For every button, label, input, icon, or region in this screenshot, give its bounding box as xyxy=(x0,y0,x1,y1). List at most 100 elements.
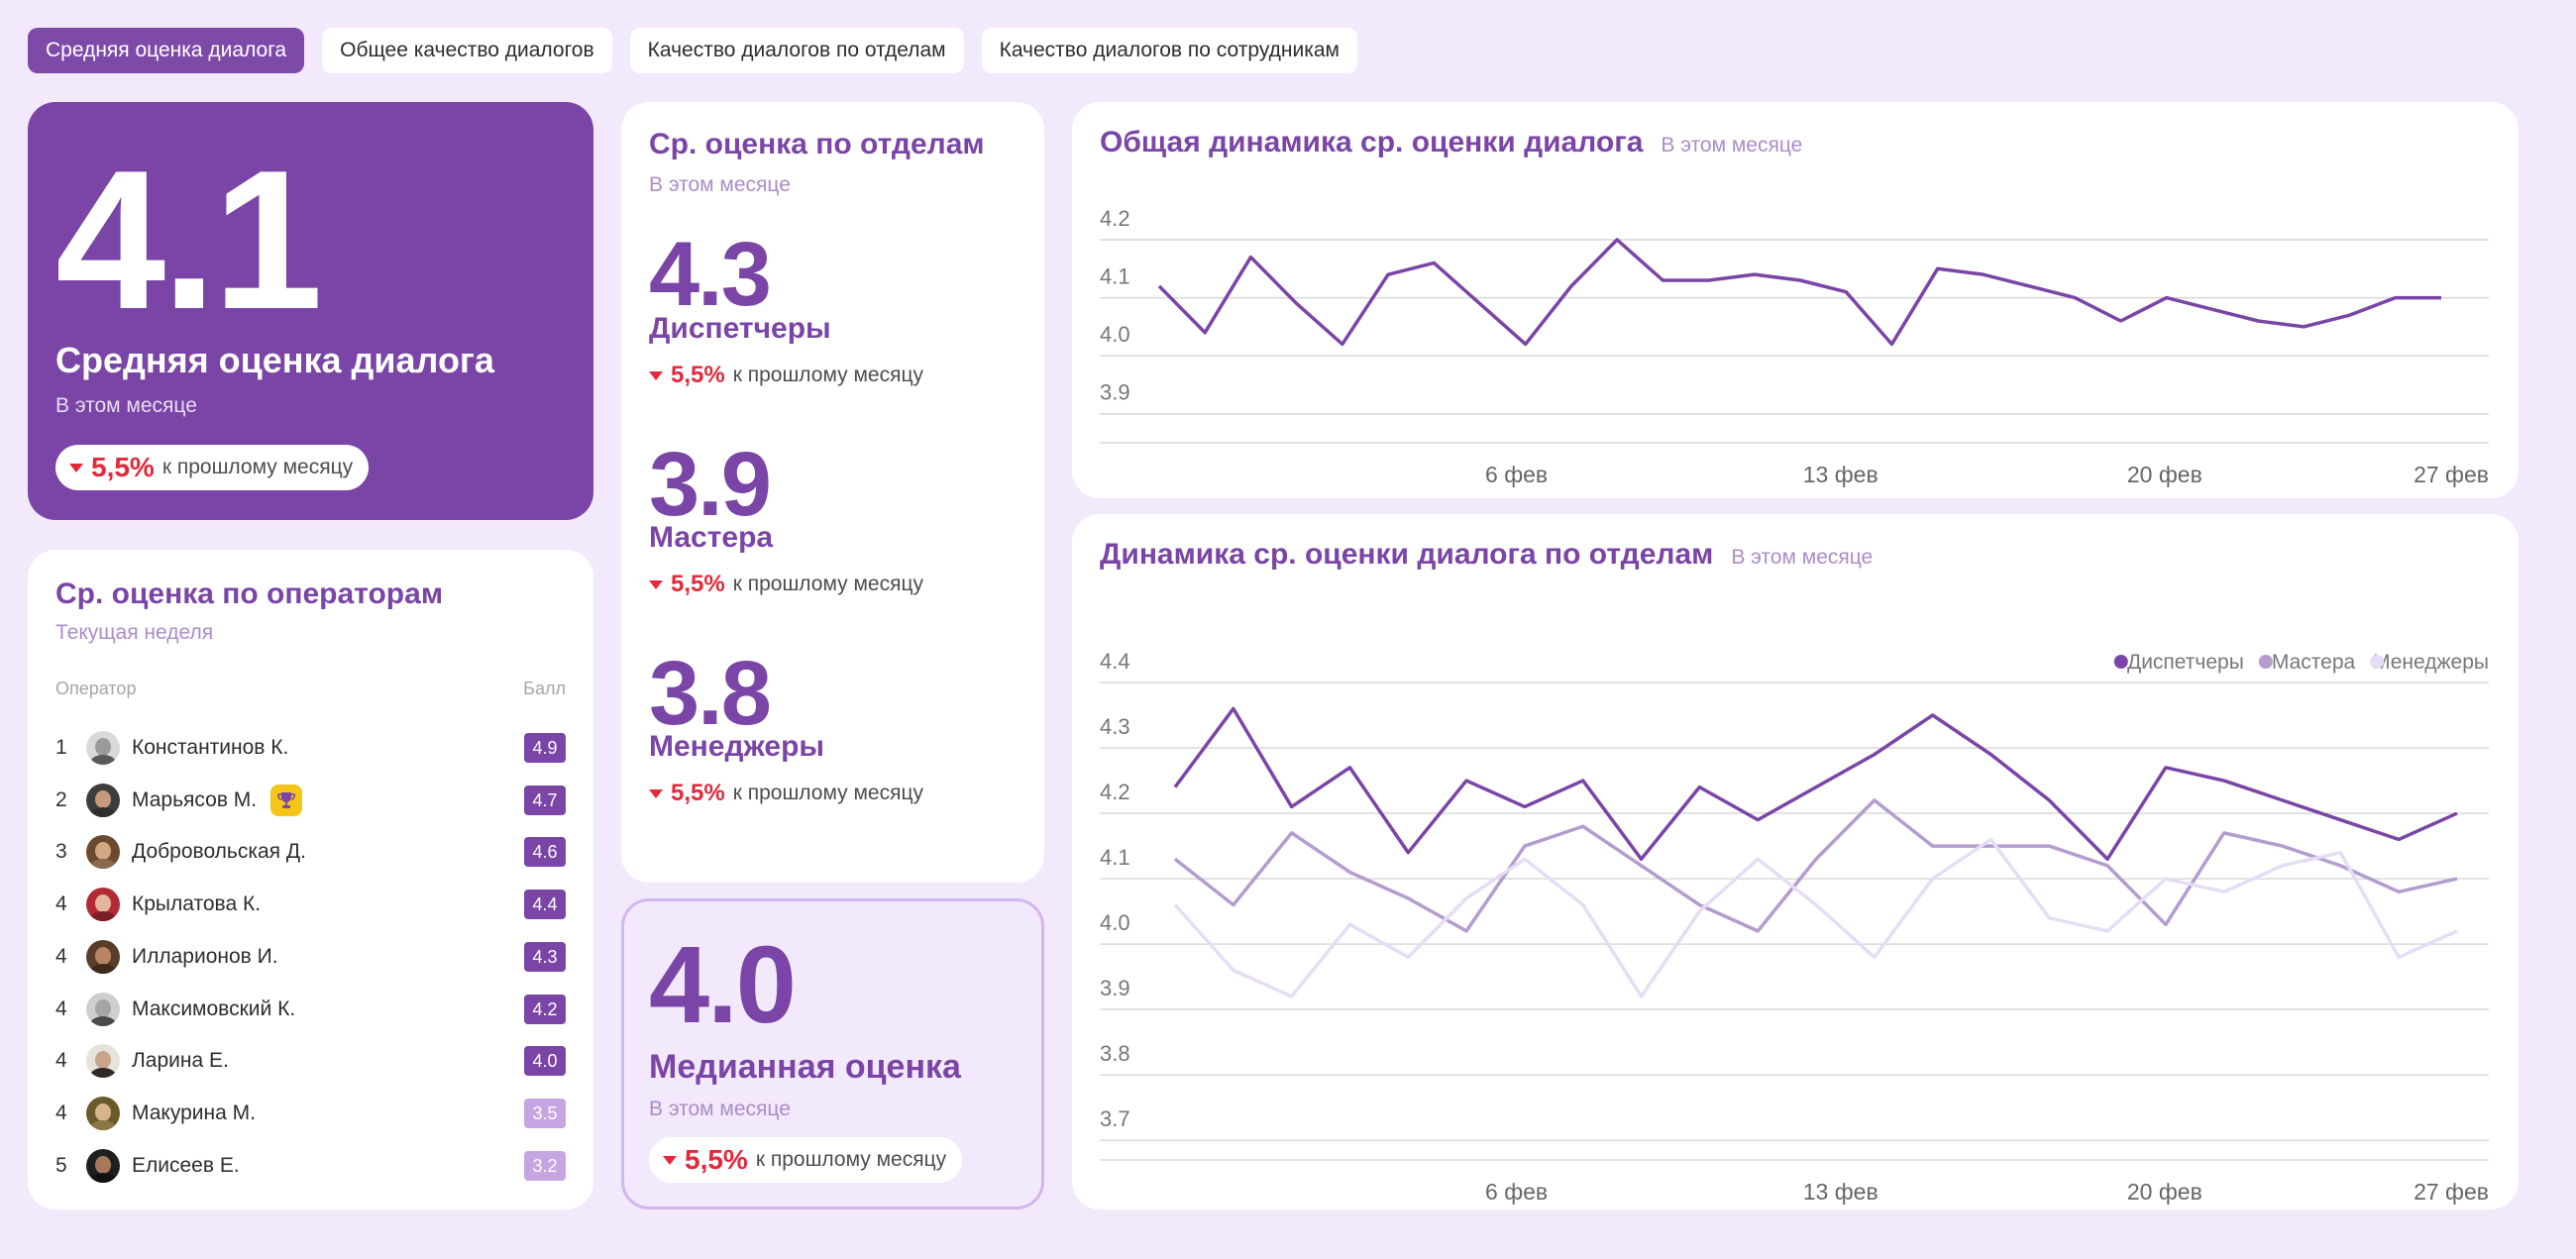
overall-dynamics-card: Общая динамика ср. оценки диалога В этом… xyxy=(1072,102,2519,498)
y-tick-label: 4.4 xyxy=(1100,649,1130,674)
y-tick-label: 4.0 xyxy=(1100,910,1130,935)
operator-rank: 5 xyxy=(55,1153,67,1177)
x-tick-label: 13 фев xyxy=(1803,1179,1878,1205)
dept-managers-value: 3.8 xyxy=(649,643,772,744)
median-change-pill: 5,5% к прошлому месяцу xyxy=(649,1137,963,1183)
operator-score: 4.2 xyxy=(524,994,566,1024)
operator-row[interactable]: 4 Макурина М. 3.5 xyxy=(55,1094,566,1133)
dept-managers-change: 5,5% к прошлому месяцу xyxy=(649,780,923,807)
median-score-period: В этом месяце xyxy=(649,1098,791,1120)
operator-column-header: Оператор xyxy=(55,679,137,698)
y-tick-label: 3.9 xyxy=(1100,976,1130,1000)
trophy-icon xyxy=(270,784,303,816)
department-dynamics-card: Динамика ср. оценки диалога по отделам В… xyxy=(1072,514,2519,1209)
operator-name: Крылатова К. xyxy=(132,892,262,916)
overall-dynamics-chart: 4.2 4.1 4.0 3.9 6 фев 13 фев 20 фев 27 фев xyxy=(1100,206,2489,487)
median-change-label: к прошлому месяцу xyxy=(755,1148,947,1171)
operator-name: Елисеев Е. xyxy=(132,1153,240,1177)
median-score-title: Медианная оценка xyxy=(649,1048,961,1086)
average-score-card: 4.1 Средняя оценка диалога В этом месяце… xyxy=(28,102,593,520)
operator-score: 4.3 xyxy=(524,941,566,972)
dept-masters-value: 3.9 xyxy=(649,434,772,535)
tab-quality-by-employee[interactable]: Качество диалогов по сотрудникам xyxy=(981,28,1357,73)
dept-dispatchers-value: 4.3 xyxy=(649,224,772,325)
tab-bar: Средняя оценка диалога Общее качество ди… xyxy=(28,28,1357,73)
y-tick-label: 3.8 xyxy=(1100,1041,1130,1066)
median-score-value: 4.0 xyxy=(649,924,797,1046)
tab-quality-by-department[interactable]: Качество диалогов по отделам xyxy=(629,28,964,73)
operator-score: 3.5 xyxy=(524,1098,566,1128)
x-tick-label: 13 фев xyxy=(1803,462,1878,487)
dept-masters-name: Мастера xyxy=(649,521,774,554)
tab-overall-quality[interactable]: Общее качество диалогов xyxy=(322,28,612,73)
avatar xyxy=(86,1148,120,1183)
avatar xyxy=(86,731,120,765)
y-tick-label: 4.0 xyxy=(1100,322,1130,347)
average-score-change-label: к прошлому месяцу xyxy=(161,456,354,478)
trend-down-icon xyxy=(649,370,663,380)
y-tick-label: 4.2 xyxy=(1100,206,1130,231)
overall-dynamics-period: В этом месяце xyxy=(1661,134,1803,157)
operator-name: Ларина Е. xyxy=(132,1049,229,1073)
overall-dynamics-title: Общая динамика ср. оценки диалога xyxy=(1100,126,1644,158)
series-line-masters xyxy=(1173,798,2458,933)
median-change: 5,5% xyxy=(685,1144,748,1175)
operator-name: Константинов К. xyxy=(132,736,289,759)
x-tick-label: 6 фев xyxy=(1485,462,1548,487)
operator-row[interactable]: 1 Константинов К. 4.9 xyxy=(55,728,566,768)
overall-dynamics-header: Общая динамика ср. оценки диалога В этом… xyxy=(1100,126,1802,159)
y-tick-label: 4.3 xyxy=(1100,714,1130,739)
avatar xyxy=(86,888,120,922)
operator-row[interactable]: 2 Марьясов М. 4.7 xyxy=(55,781,566,820)
dept-masters-change: 5,5% к прошлому месяцу xyxy=(649,571,923,598)
y-tick-label: 3.7 xyxy=(1100,1106,1130,1131)
series-line-dispatchers xyxy=(1173,706,2458,862)
operator-name: Добровольская Д. xyxy=(132,840,306,864)
dept-dispatchers-name: Диспетчеры xyxy=(649,312,831,345)
operator-rank: 1 xyxy=(55,736,67,759)
operator-row[interactable]: 4 Ларина Е. 4.0 xyxy=(55,1041,566,1081)
median-score-card: 4.0 Медианная оценка В этом месяце 5,5% … xyxy=(621,898,1044,1209)
dept-dispatchers-change: 5,5% к прошлому месяцу xyxy=(649,362,923,389)
operator-row[interactable]: 4 Крылатова К. 4.4 xyxy=(55,885,566,924)
avatar xyxy=(86,992,120,1026)
dept-dispatchers-change-label: к прошлому месяцу xyxy=(732,364,923,386)
average-score-value: 4.1 xyxy=(55,130,323,351)
operators-card: Ср. оценка по операторам Текущая неделя … xyxy=(28,550,593,1209)
x-tick-label: 20 фев xyxy=(2127,462,2202,487)
dept-managers-name: Менеджеры xyxy=(649,730,825,763)
operator-name: Максимовский К. xyxy=(132,997,296,1020)
operator-score: 4.9 xyxy=(524,733,566,763)
trend-down-icon xyxy=(649,788,663,798)
x-tick-label: 27 фев xyxy=(2414,1179,2489,1205)
operator-name: Макурина М. xyxy=(132,1101,256,1124)
operator-rank: 3 xyxy=(55,840,67,864)
operator-row[interactable]: 5 Елисеев Е. 3.2 xyxy=(55,1146,566,1186)
tab-average-score[interactable]: Средняя оценка диалога xyxy=(28,28,305,73)
operator-row[interactable]: 4 Максимовский К. 4.2 xyxy=(55,990,566,1029)
y-tick-label: 4.1 xyxy=(1100,264,1130,289)
dept-managers-change-value: 5,5% xyxy=(671,780,725,806)
series-line-managers xyxy=(1173,837,2458,998)
operator-score: 4.0 xyxy=(524,1046,566,1077)
average-score-change-pill: 5,5% к прошлому месяцу xyxy=(55,445,370,490)
operator-row[interactable]: 4 Илларионов И. 4.3 xyxy=(55,937,566,977)
operator-score: 3.2 xyxy=(524,1150,566,1181)
y-tick-label: 3.9 xyxy=(1100,380,1130,405)
score-column-header: Балл xyxy=(523,679,566,698)
average-score-change: 5,5% xyxy=(91,452,155,482)
operator-rank: 4 xyxy=(55,1049,67,1073)
x-tick-label: 6 фев xyxy=(1485,1179,1548,1205)
operator-rank: 4 xyxy=(55,892,67,916)
x-tick-label: 20 фев xyxy=(2127,1179,2202,1205)
operators-period: Текущая неделя xyxy=(55,621,214,644)
legend-swatch xyxy=(2258,655,2273,669)
operator-name: Илларионов И. xyxy=(132,944,278,968)
department-dynamics-chart: 4.4 4.3 4.2 4.1 4.0 3.9 3.8 3.7 6 фев 13 фев 20 фе… xyxy=(1100,649,2489,1205)
operator-score: 4.4 xyxy=(524,890,566,920)
dept-managers-change-label: к прошлому месяцу xyxy=(732,782,923,804)
legend-label: Диспетчеры xyxy=(2127,651,2244,674)
operator-row[interactable]: 3 Добровольская Д. 4.6 xyxy=(55,832,566,872)
operator-rank: 2 xyxy=(55,787,67,811)
legend-swatch xyxy=(2370,655,2385,669)
